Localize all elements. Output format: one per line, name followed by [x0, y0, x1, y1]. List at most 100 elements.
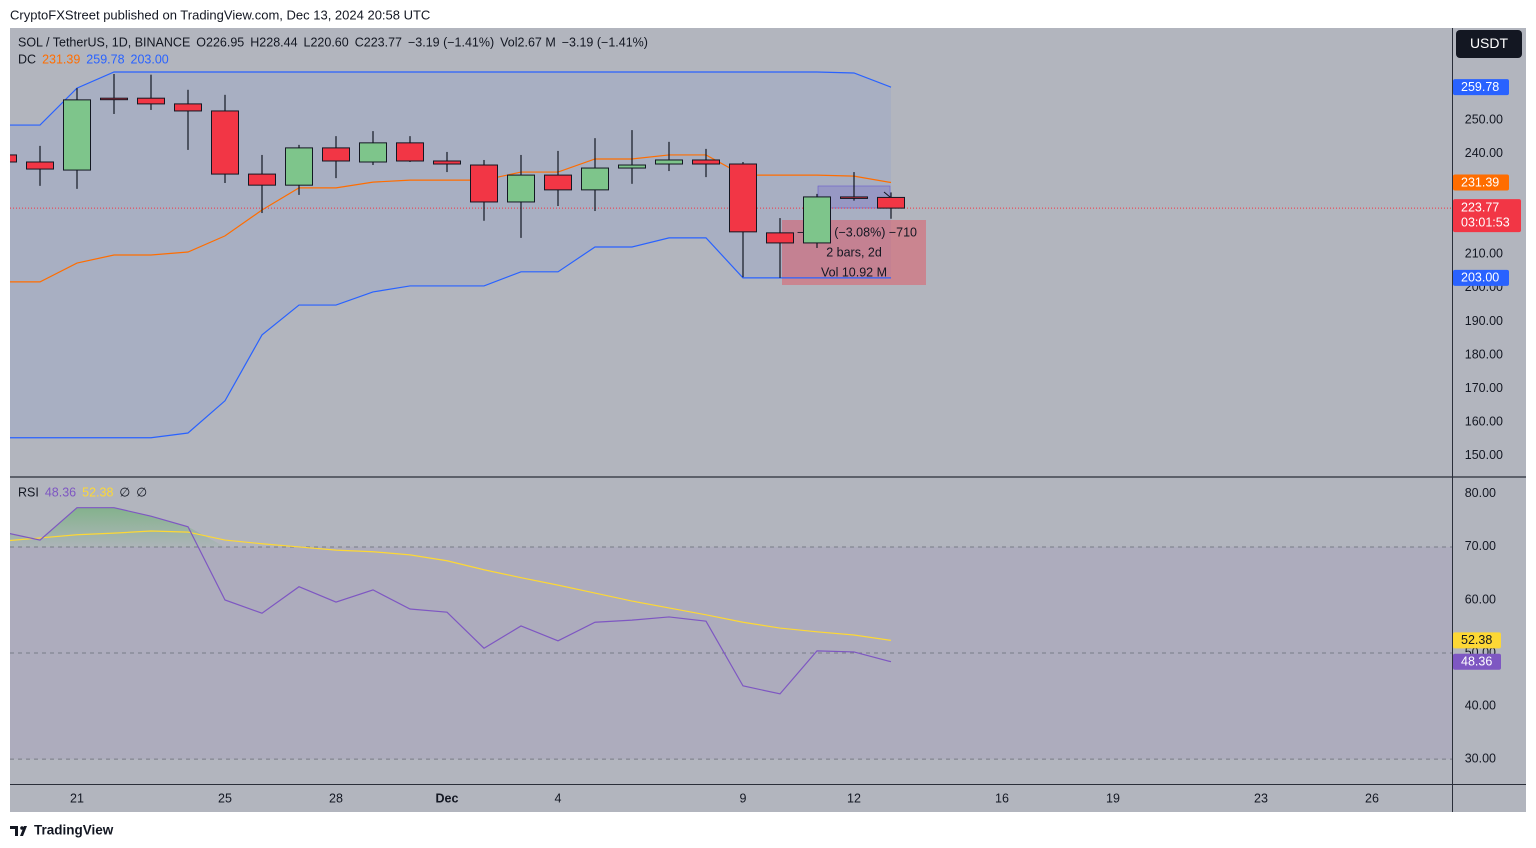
indicator-value: 231.39 [42, 52, 80, 66]
time-tick-label: 19 [1106, 791, 1120, 805]
ohlc-item: H228.44 [250, 35, 297, 49]
publish-note: CryptoFXStreet published on TradingView.… [10, 7, 430, 22]
price-tick-label: 150.00 [1465, 448, 1503, 462]
candle-body [359, 142, 387, 163]
price-tick-label: 240.00 [1465, 146, 1503, 160]
candle-body [803, 196, 831, 244]
time-tick-label: 21 [70, 791, 84, 805]
bar-countdown: 03:01:53 [1461, 215, 1510, 229]
measure-change: (−3.08%) −710 [834, 225, 917, 239]
axis-badge [1453, 632, 1501, 649]
overbought-fill [10, 507, 891, 547]
candle-body [63, 99, 91, 171]
indicator-value: 203.00 [131, 52, 169, 66]
candle-body [10, 154, 17, 163]
candle-body [26, 161, 54, 170]
price-tick-label: 250.00 [1465, 112, 1503, 126]
currency-button[interactable] [1456, 30, 1522, 58]
time-tick-label: 25 [218, 791, 232, 805]
price-tick-label: 210.00 [1465, 247, 1503, 261]
candle-body [137, 97, 165, 105]
ohlc-item: Vol2.67 M [500, 35, 556, 49]
rsi-value: ∅ [119, 485, 130, 499]
rsi-value: 52.38 [82, 485, 113, 499]
rsi-line [10, 530, 892, 641]
axis-badge-label: 231.39 [1461, 175, 1499, 189]
candle-body [840, 196, 868, 199]
candle-body [692, 159, 720, 165]
axis-badge [1453, 269, 1509, 286]
indicator-name: DC [18, 52, 36, 66]
time-tick-label: 23 [1254, 791, 1268, 805]
axis-badge [1453, 79, 1509, 96]
axes: 150.00160.00170.00180.00190.00200.00210.… [70, 79, 1521, 805]
rsi-tick-label: 60.00 [1465, 592, 1496, 606]
price-tick-label: 160.00 [1465, 415, 1503, 429]
candle-body [655, 159, 683, 165]
candle-body [211, 110, 239, 175]
candle-body [248, 173, 276, 186]
logo-mark [10, 826, 27, 836]
candle-body [174, 103, 202, 112]
candle-body [100, 97, 128, 101]
candle-body [618, 164, 646, 169]
time-tick-label: 4 [555, 791, 562, 805]
rsi-tick-label: 40.00 [1465, 698, 1496, 712]
axis-badge-label: 259.78 [1461, 80, 1499, 94]
measure-bars: 2 bars, 2d [826, 245, 882, 259]
candle-body [470, 164, 498, 203]
rsi-value: 48.36 [45, 485, 76, 499]
time-tick-label: 26 [1365, 791, 1379, 805]
ohlc-item: −3.19 (−1.41%) [562, 35, 648, 49]
brand-logo [10, 826, 27, 836]
rsi-tick-label: 30.00 [1465, 751, 1496, 765]
candle-body [877, 196, 905, 209]
candle-body [507, 174, 535, 203]
indicator-value: 259.78 [86, 52, 124, 66]
price-tick-label: 180.00 [1465, 347, 1503, 361]
ohlc-item: L220.60 [304, 35, 349, 49]
measure-volume: Vol 10.92 M [821, 265, 887, 279]
axis-badge [1453, 174, 1509, 191]
ohlc-item: O226.95 [196, 35, 244, 49]
last-price-label: 223.77 [1461, 200, 1499, 214]
ohlc-item: −3.19 (−1.41%) [408, 35, 494, 49]
rsi-title: RSI [18, 485, 39, 499]
time-tick-label: 9 [740, 791, 747, 805]
time-tick-label: 16 [995, 791, 1009, 805]
rsi-tick-label: 70.00 [1465, 539, 1496, 553]
channel-line [10, 71, 892, 126]
legends: SOL / TetherUS, 1D, BINANCE O226.95 H228.4… [18, 35, 648, 499]
axis-badge-label: 52.38 [1461, 633, 1492, 647]
rsi-line [10, 507, 892, 695]
last-price-badge [1453, 199, 1521, 233]
time-tick-label: Dec [436, 791, 459, 805]
ohlc-item: C223.77 [355, 35, 402, 49]
candle-body [766, 232, 794, 244]
brand-name: TradingView [34, 823, 114, 838]
candle-body [396, 142, 424, 162]
rsi-tick-label: 80.00 [1465, 486, 1496, 500]
time-tick-label: 12 [847, 791, 861, 805]
candle-body [322, 147, 350, 162]
candle-body [433, 160, 461, 165]
candle-body [581, 167, 609, 191]
candle-body [285, 147, 313, 186]
channel-line [10, 237, 891, 439]
time-tick-label: 28 [329, 791, 343, 805]
axis-badge-label: 48.36 [1461, 655, 1492, 669]
candle-body [729, 163, 757, 233]
price-tick-label: 170.00 [1465, 381, 1503, 395]
candle-body [544, 174, 572, 191]
chart-background [10, 28, 1526, 812]
rsi-pane [10, 507, 1452, 760]
currency-label[interactable]: USDT [1470, 35, 1509, 51]
symbol-title: SOL / TetherUS, 1D, BINANCE [18, 35, 190, 49]
rsi-value: ∅ [136, 485, 147, 499]
logo-dot [20, 826, 24, 830]
axis-badge [1453, 653, 1501, 670]
axis-badge-label: 203.00 [1461, 271, 1499, 285]
